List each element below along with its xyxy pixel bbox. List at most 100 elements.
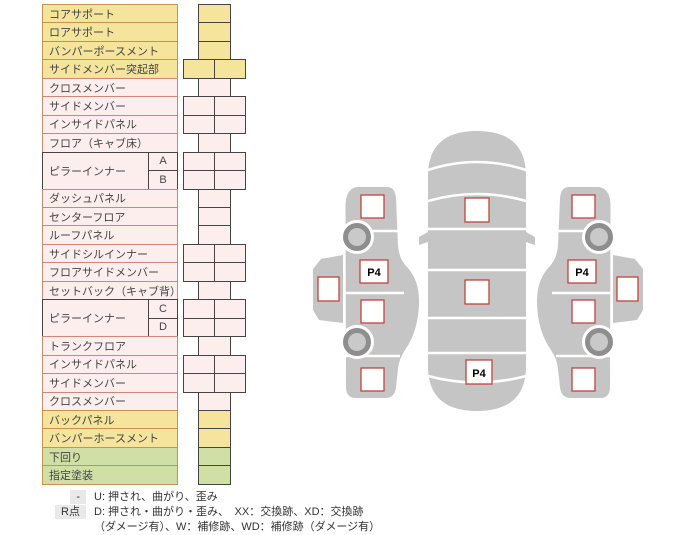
part-label: ピラーインナー — [42, 151, 149, 190]
damage-cell[interactable] — [183, 299, 215, 319]
marker-left-sill[interactable] — [317, 276, 340, 302]
part-label: ピラーインナー — [42, 299, 149, 338]
part-label: サイドシルインナー — [42, 243, 178, 264]
damage-cell[interactable] — [183, 96, 215, 116]
damage-cell[interactable] — [183, 317, 215, 338]
damage-cell[interactable] — [198, 391, 231, 411]
part-label: サイドメンバー — [42, 373, 178, 393]
damage-cell[interactable] — [214, 373, 246, 393]
pillar-sub-b: B — [148, 170, 178, 190]
legend-row: - U: 押され、曲がり、歪み — [46, 490, 380, 504]
table-row: バンパーポースメント — [42, 40, 246, 61]
marker-right-front[interactable] — [571, 194, 596, 219]
damage-cell[interactable] — [183, 373, 215, 393]
table-row: コアサポート — [42, 4, 246, 24]
marker-right-middle[interactable] — [571, 299, 596, 324]
legend-key-dash: - — [70, 490, 86, 504]
table-row: トランクフロア — [42, 336, 246, 356]
marker-left-rear[interactable] — [360, 367, 385, 392]
damage-cell[interactable] — [214, 170, 246, 190]
damage-cell[interactable] — [198, 428, 231, 448]
table-row: インサイドパネル — [42, 354, 246, 375]
marker-center-front[interactable] — [464, 197, 490, 223]
pillar-sub-c: C — [148, 299, 178, 319]
marker-left-middle[interactable] — [360, 299, 385, 324]
part-label: ダッシュパネル — [42, 188, 178, 208]
part-label: フロア（キャブ床） — [42, 133, 178, 153]
damage-cell[interactable] — [183, 59, 215, 79]
damage-cell[interactable] — [198, 409, 231, 430]
parts-table: コアサポート ロアサポート バンパーポースメント サイドメンバー突起部 クロスメ… — [42, 4, 246, 485]
damage-cell[interactable] — [198, 22, 231, 42]
damage-cell[interactable] — [214, 262, 246, 282]
marker-right-rear[interactable] — [571, 367, 596, 392]
marker-right-p4-label: P4 — [575, 267, 589, 279]
damage-cell[interactable] — [198, 336, 231, 356]
damage-cell[interactable] — [198, 465, 231, 485]
damage-cell[interactable] — [198, 280, 231, 301]
legend-row: （ダメージ有）、W：補修跡、WD：補修跡（ダメージ有） — [46, 520, 380, 534]
legend-row: R点 D: 押され・曲がり・歪み、 XX：交換跡、XD：交換跡 — [46, 505, 380, 519]
damage-cell[interactable] — [183, 151, 215, 172]
marker-right-p4[interactable] — [567, 259, 597, 284]
damage-cell[interactable] — [214, 317, 246, 338]
part-label: クロスメンバー — [42, 77, 178, 98]
damage-cell[interactable] — [214, 59, 246, 79]
part-label: バックパネル — [42, 409, 178, 430]
damage-cell[interactable] — [214, 151, 246, 172]
damage-cell[interactable] — [214, 114, 246, 135]
damage-cell[interactable] — [183, 114, 215, 135]
part-label: セットバック（キャブ背） — [42, 280, 178, 301]
damage-cell[interactable] — [198, 206, 231, 227]
damage-cell[interactable] — [198, 446, 231, 467]
part-label: 指定塗装 — [42, 465, 178, 485]
part-label: バンパーホースメント — [42, 428, 178, 448]
marker-right-sill[interactable] — [616, 276, 639, 302]
table-row: クロスメンバー — [42, 77, 246, 98]
damage-cell[interactable] — [214, 354, 246, 375]
damage-cell[interactable] — [183, 170, 215, 190]
part-label: トランクフロア — [42, 336, 178, 356]
table-row: クロスメンバー — [42, 391, 246, 411]
table-row: ロアサポート — [42, 22, 246, 42]
table-row: フロアサイドメンバー — [42, 262, 246, 282]
right-mirror — [526, 232, 535, 245]
damage-cell[interactable] — [214, 243, 246, 264]
car-damage-diagram: P4 P4 P4 — [313, 131, 643, 411]
marker-center-middle[interactable] — [464, 279, 490, 305]
damage-cell[interactable] — [198, 4, 231, 24]
legend-key-rpoint: R点 — [55, 505, 86, 519]
marker-left-p4-label: P4 — [367, 267, 381, 279]
marker-center-p4-label: P4 — [472, 368, 486, 380]
pillar-group-ab: ピラーインナー A B — [42, 151, 246, 190]
damage-cell[interactable] — [183, 262, 215, 282]
damage-cell[interactable] — [198, 225, 231, 245]
damage-cell[interactable] — [183, 354, 215, 375]
right-rear-wheel-hub — [590, 333, 608, 351]
damage-cell[interactable] — [198, 77, 231, 98]
legend-text: U: 押され、曲がり、歪み — [94, 491, 218, 503]
damage-cell[interactable] — [214, 96, 246, 116]
table-row: ダッシュパネル — [42, 188, 246, 208]
damage-cell[interactable] — [183, 243, 215, 264]
left-mirror — [419, 232, 428, 245]
damage-cell[interactable] — [198, 133, 231, 153]
damage-cell[interactable] — [198, 40, 231, 61]
part-label: センターフロア — [42, 206, 178, 227]
left-rear-wheel-hub — [348, 333, 366, 351]
marker-center-p4[interactable] — [465, 359, 493, 385]
marker-left-p4[interactable] — [359, 259, 389, 284]
right-front-wheel-hub — [590, 228, 608, 246]
damage-cell[interactable] — [198, 188, 231, 208]
table-row: バンパーホースメント — [42, 428, 246, 448]
left-front-wheel-hub — [348, 228, 366, 246]
damage-cell[interactable] — [214, 299, 246, 319]
table-row: サイドメンバー — [42, 373, 246, 393]
table-row: サイドシルインナー — [42, 243, 246, 264]
part-label: 下回り — [42, 446, 178, 467]
legend: - U: 押され、曲がり、歪み R点 D: 押され・曲がり・歪み、 XX：交換跡… — [46, 490, 380, 535]
marker-left-front[interactable] — [360, 194, 385, 219]
table-row: バックパネル — [42, 409, 246, 430]
pillar-sub-a: A — [148, 151, 178, 172]
car-top-view — [419, 131, 535, 411]
